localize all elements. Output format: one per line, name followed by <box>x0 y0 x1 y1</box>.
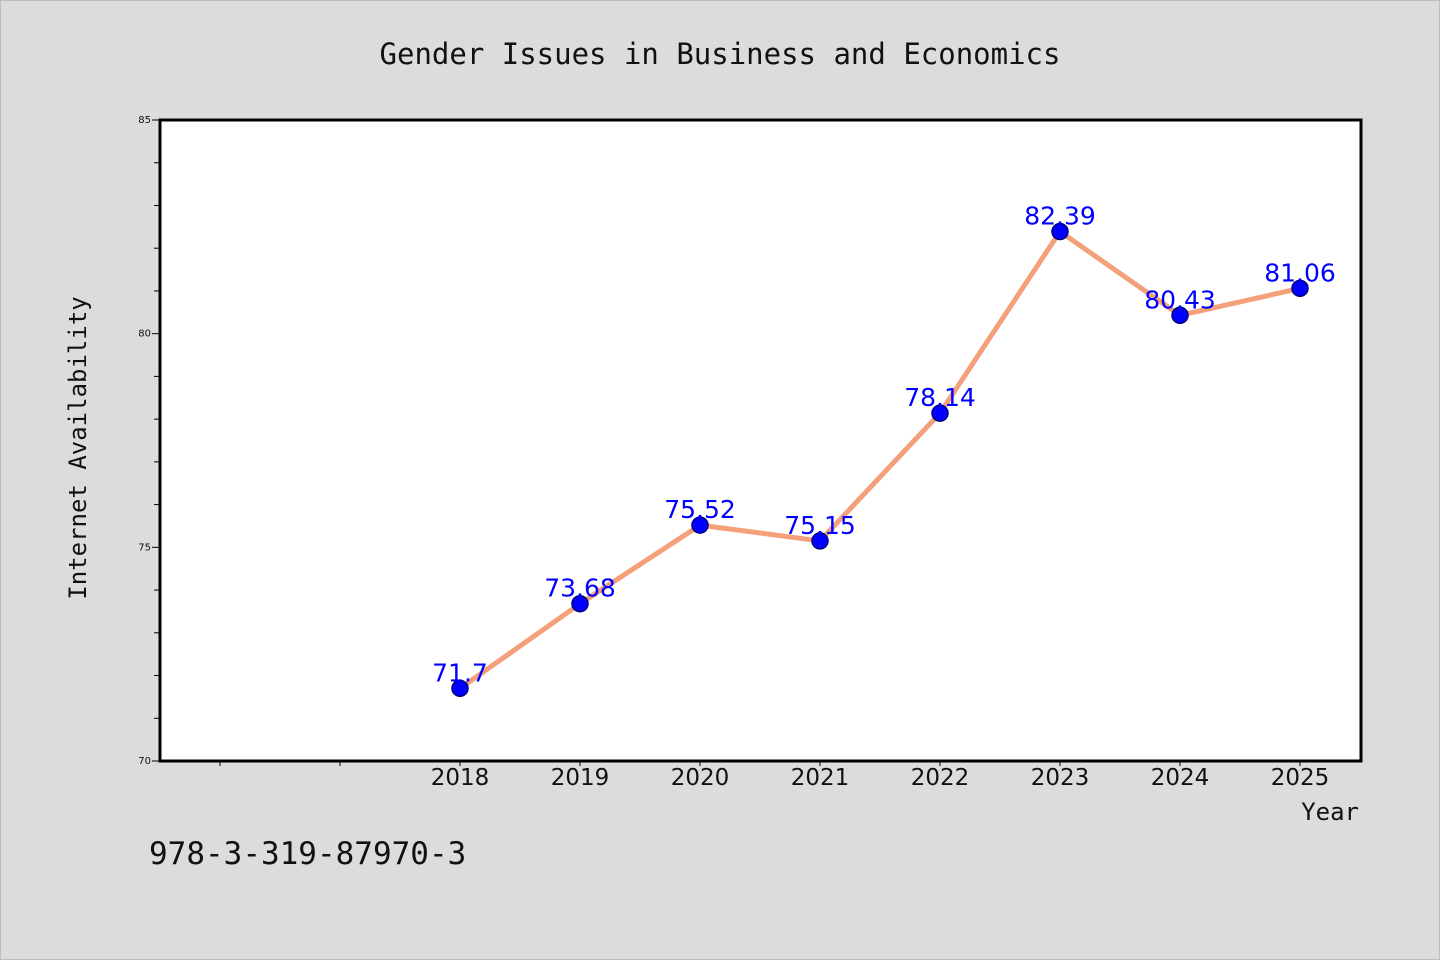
plot-area <box>160 120 1361 761</box>
isbn-text: 978-3-319-87970-3 <box>149 836 466 872</box>
x-tick-label: 2023 <box>1031 765 1090 791</box>
x-axis-label: Year <box>1301 798 1359 826</box>
plot-frame <box>158 118 1363 763</box>
x-tick-label: 2024 <box>1151 765 1210 791</box>
data-point <box>931 404 949 422</box>
x-tick-label: 2022 <box>911 765 970 791</box>
data-label: 80.43 <box>1144 285 1216 314</box>
data-label: 78.14 <box>904 383 976 412</box>
y-axis-ticks: 70 75 80 85 <box>138 115 160 767</box>
series-line <box>457 229 1303 691</box>
y-tick-label: 85 <box>138 115 151 126</box>
y-tick-label: 80 <box>138 329 151 340</box>
data-point <box>571 594 589 613</box>
data-label: 82.39 <box>1024 202 1096 231</box>
x-tick-label: 2020 <box>671 765 730 791</box>
data-label: 73.68 <box>544 574 616 603</box>
data-point <box>691 516 709 534</box>
x-tick-label: 2019 <box>551 765 610 791</box>
chart-title: Gender Issues in Business and Economics <box>380 37 1061 71</box>
x-tick-label: 2018 <box>431 765 490 791</box>
y-tick-label: 70 <box>138 756 151 767</box>
data-point <box>1171 306 1189 325</box>
y-axis-label: Internet Availability <box>64 296 92 599</box>
series-line-group <box>457 229 1303 691</box>
data-point <box>1051 222 1069 241</box>
data-label: 81.06 <box>1264 258 1336 287</box>
data-point <box>1291 279 1309 298</box>
data-point <box>451 679 469 698</box>
x-axis-ticks: 2018 2019 2020 2021 2022 2023 2024 2025 <box>219 761 1330 791</box>
data-point-group <box>451 222 1309 698</box>
data-label: 75.15 <box>784 511 856 540</box>
x-tick-label: 2021 <box>791 765 850 791</box>
data-label-group: 71.7 73.68 75.52 75.15 78.14 82.39 80.43 81.06 <box>432 202 1336 688</box>
y-tick-label: 75 <box>138 542 151 553</box>
data-label: 75.52 <box>664 495 736 524</box>
x-tick-label: 2025 <box>1271 765 1330 791</box>
data-label: 71.7 <box>432 658 488 687</box>
data-point <box>811 532 829 550</box>
